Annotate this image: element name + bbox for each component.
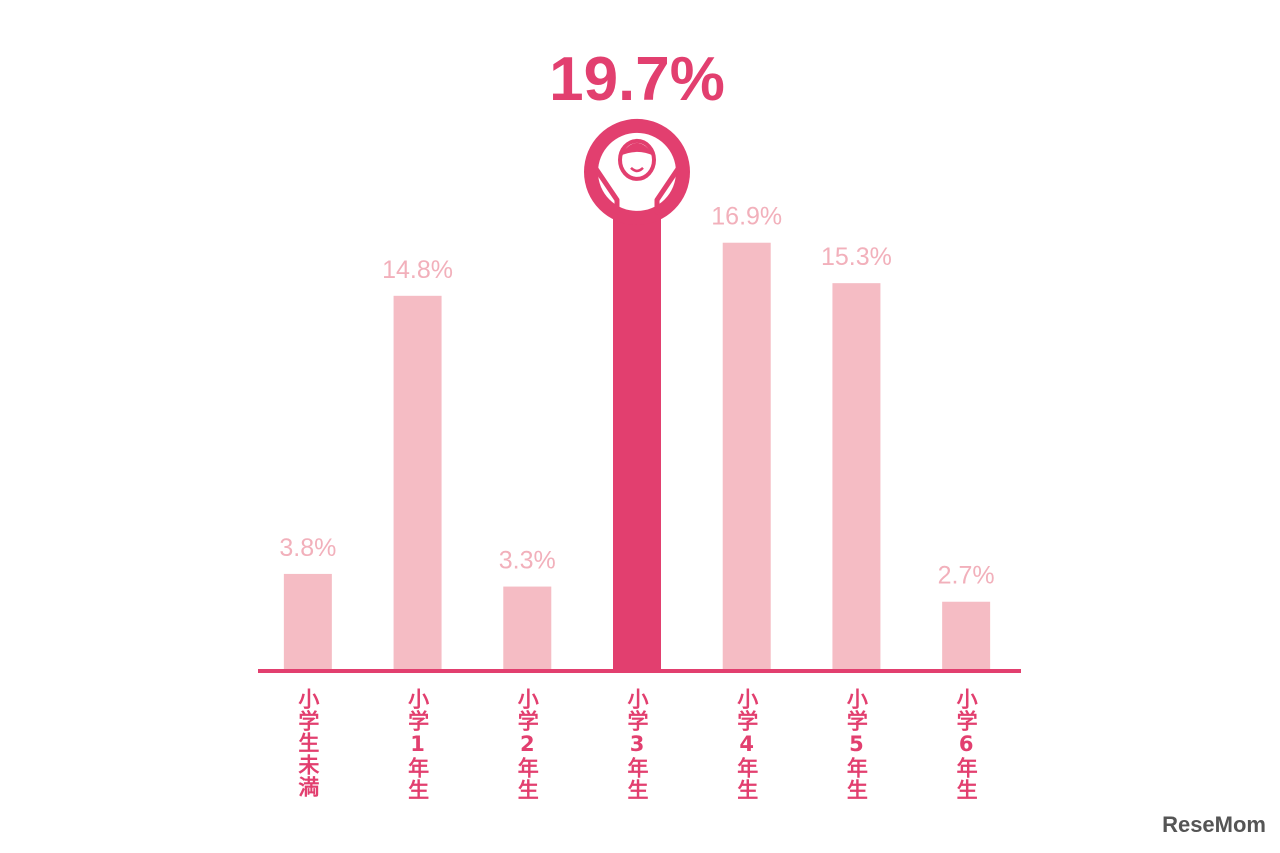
x-tick-label: 小学5年生 [844,688,868,801]
value-label: 3.3% [499,547,556,575]
x-tick-label: 小学2年生 [515,688,539,801]
value-label: 2.7% [938,562,995,590]
value-label: 19.7% [549,45,725,114]
bar [503,586,552,670]
value-label: 3.8% [279,534,336,562]
x-tick-label: 小学1年生 [406,688,430,801]
highlight-icon [584,118,690,225]
x-tick-label: 小学6年生 [954,688,978,801]
x-tick-label: 小学生未満 [296,688,320,798]
bar [283,573,332,670]
x-tick-label: 小学4年生 [735,688,759,801]
value-label: 14.8% [382,256,453,284]
bar [393,295,442,670]
bar [722,242,771,670]
bar [613,171,661,670]
icon-person [587,157,687,215]
bar [832,283,881,670]
icon-hair [620,142,654,156]
value-label: 16.9% [711,203,782,231]
icon-smile [630,166,644,173]
value-label: 15.3% [821,243,892,271]
x-tick-label: 小学3年生 [625,688,649,801]
watermark: ReseMom [1162,812,1266,837]
bar [942,601,991,670]
